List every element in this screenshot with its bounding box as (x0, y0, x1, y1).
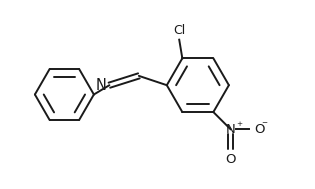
Text: N: N (95, 78, 106, 93)
Text: N: N (226, 123, 235, 136)
Text: $^-$: $^-$ (260, 120, 269, 130)
Text: Cl: Cl (173, 24, 185, 37)
Text: O: O (254, 123, 265, 136)
Text: $^+$: $^+$ (235, 121, 243, 131)
Text: O: O (225, 153, 236, 166)
